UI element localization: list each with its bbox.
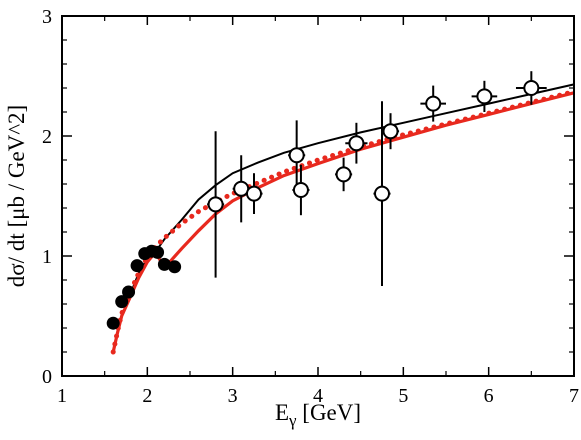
x-tick-label: 1: [57, 385, 67, 407]
open-data-point: [348, 135, 365, 152]
error-bars: [207, 71, 547, 286]
y-axis-title: dσ/ dt [μb / GeV^2]: [4, 105, 29, 287]
open-data-point: [382, 123, 399, 140]
x-tick-label: 3: [228, 385, 238, 407]
y-tick-label: 0: [42, 366, 52, 388]
open-data-point: [374, 185, 390, 202]
red-solid-curve: [111, 91, 575, 353]
filled-data-point: [115, 295, 129, 309]
filled-data-point: [122, 285, 136, 299]
x-tick-label: 6: [484, 385, 494, 407]
axis-ticks: [61, 15, 575, 377]
y-tick-label: 2: [42, 126, 52, 148]
y-tick-label: 3: [42, 6, 52, 28]
open-data-point: [523, 80, 540, 96]
black-model-curve: [112, 83, 575, 353]
filled-data-point: [157, 257, 171, 271]
data-points: [106, 80, 540, 330]
open-data-point: [246, 185, 262, 202]
x-tick-label: 5: [398, 385, 408, 407]
x-axis-title-main: E: [275, 400, 289, 425]
open-data-point: [335, 166, 352, 183]
open-data-point: [288, 147, 305, 164]
filled-data-point: [151, 245, 165, 259]
x-axis-title: Eγ [GeV]: [275, 400, 361, 430]
filled-data-point: [106, 316, 120, 330]
model-curves: [110, 83, 577, 355]
y-tick-label: 1: [42, 246, 52, 268]
open-data-point: [292, 182, 309, 198]
red-dotted-curve: [110, 89, 577, 355]
x-tick-label: 4: [313, 385, 323, 407]
x-axis-title-unit: [GeV]: [297, 400, 362, 425]
open-data-point: [476, 88, 493, 105]
open-data-point: [207, 196, 224, 213]
x-axis-title-subscript: γ: [288, 411, 297, 430]
open-data-point: [425, 95, 442, 112]
filled-data-point: [168, 260, 182, 274]
plot-frame: [61, 15, 575, 377]
filled-data-point: [130, 259, 144, 273]
x-tick-label: 2: [142, 385, 152, 407]
x-tick-label: 7: [569, 385, 579, 407]
